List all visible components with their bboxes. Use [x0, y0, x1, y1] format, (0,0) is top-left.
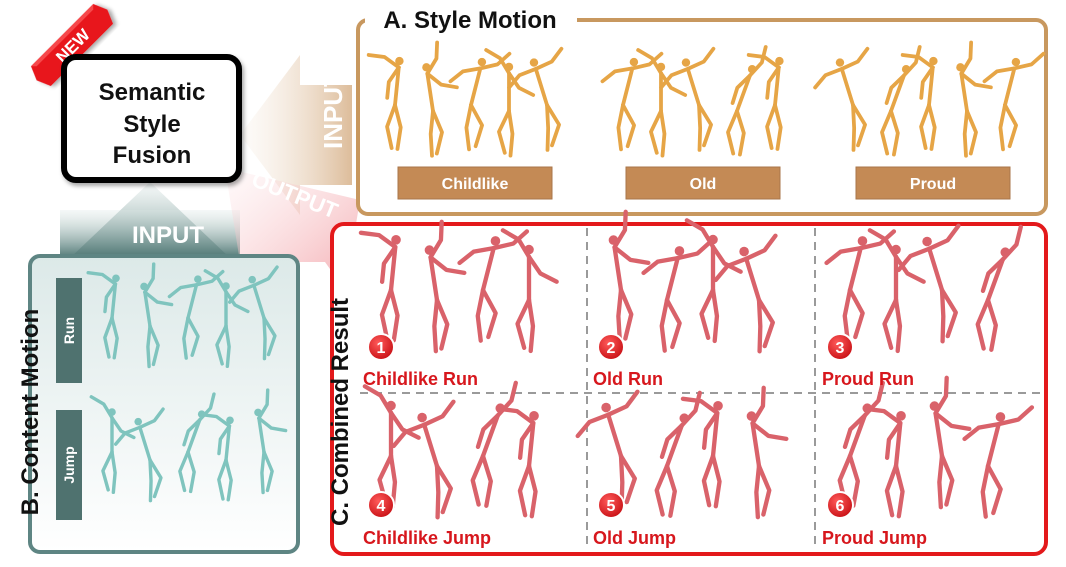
stick-figure	[484, 48, 536, 158]
stick-figure	[867, 228, 926, 354]
style-label: Childlike	[442, 176, 509, 193]
result-panel-title: C. Combined Result	[327, 298, 354, 526]
result-number-badge	[597, 333, 625, 361]
style-label-box	[397, 166, 553, 200]
style-panel-frame	[356, 18, 1048, 216]
stick-figure	[575, 389, 640, 510]
stick-figure	[203, 269, 250, 369]
stick-figure	[975, 224, 1023, 352]
result-label: Proud Run	[822, 369, 914, 389]
stick-figure	[824, 229, 897, 343]
style-label-box	[855, 166, 1011, 200]
result-number: 4	[377, 498, 386, 515]
stick-figure	[358, 230, 401, 343]
stick-figure	[746, 53, 784, 151]
style-label-box	[625, 166, 781, 200]
result-number: 1	[377, 340, 386, 357]
style-input-label: INPUT	[318, 71, 348, 149]
stick-figure	[956, 40, 993, 158]
stick-figure	[896, 223, 961, 344]
motion-label: Jump	[61, 446, 77, 483]
result-labels: 1 Childlike Run 2 Old Run 3 Proud Run 4 Childli…	[363, 333, 927, 548]
result-number-badge	[367, 333, 395, 361]
style-label: Old	[690, 176, 717, 193]
stick-figure	[507, 46, 564, 152]
stick-figure	[880, 45, 922, 157]
motion-label-box	[56, 410, 82, 520]
style-label: Proud	[910, 176, 956, 193]
stick-figure	[636, 48, 688, 158]
stick-figure	[422, 40, 459, 158]
stick-figure	[900, 53, 938, 151]
stick-figure	[140, 262, 174, 369]
result-label: Old Jump	[593, 528, 676, 548]
stick-figure	[178, 392, 216, 494]
stick-figure	[863, 406, 906, 519]
stick-figure	[641, 239, 714, 353]
result-label: Childlike Jump	[363, 528, 491, 548]
center-line3: Fusion	[113, 142, 192, 169]
stick-figure	[457, 229, 530, 343]
stick-figure	[89, 395, 136, 495]
style-panel-title: A. Style Motion	[383, 7, 556, 34]
stick-figure	[813, 46, 870, 152]
stick-figure	[600, 51, 664, 152]
result-label: Proud Jump	[822, 528, 927, 548]
semantic-style-fusion-box: Semantic Style Fusion	[61, 54, 242, 183]
stick-figure	[167, 269, 225, 360]
stick-figure	[713, 233, 778, 354]
stick-figure	[254, 388, 288, 495]
stick-figure	[391, 399, 456, 520]
result-number-badge	[597, 491, 625, 519]
stick-figure	[114, 407, 165, 503]
motion-label: Run	[61, 317, 77, 344]
content-input-label: INPUT	[132, 222, 204, 249]
stick-figure	[366, 53, 404, 151]
stick-figure	[228, 265, 279, 361]
content-input-arrow: INPUT	[60, 182, 240, 258]
stick-figure	[608, 209, 651, 344]
stick-figure	[746, 385, 789, 520]
stick-figure	[684, 218, 743, 344]
result-number-badge	[826, 333, 854, 361]
stick-figure	[982, 51, 1046, 152]
center-line1: Semantic	[99, 79, 206, 106]
result-label: Old Run	[593, 369, 663, 389]
stick-figure	[500, 228, 559, 354]
result-number-badge	[826, 491, 854, 519]
stick-figure	[929, 375, 972, 510]
result-number-badge	[367, 491, 395, 519]
stick-figure	[200, 413, 234, 502]
stick-figure	[448, 51, 512, 152]
style-labels: Childlike Old Proud	[397, 166, 1011, 200]
stick-figure	[680, 396, 723, 509]
motion-label-box	[56, 278, 82, 383]
style-input-arrow: INPUT	[240, 55, 352, 215]
content-panel-title: B. Content Motion	[17, 309, 44, 516]
stick-figure	[726, 45, 768, 157]
result-label: Childlike Run	[363, 369, 478, 389]
stick-figure	[496, 406, 539, 519]
stick-figure	[424, 219, 467, 354]
style-figures	[366, 40, 1046, 158]
stick-figure	[962, 405, 1035, 519]
result-number: 5	[607, 498, 616, 515]
stick-figure	[659, 46, 716, 152]
result-number: 2	[607, 340, 616, 357]
result-figures	[358, 209, 1035, 520]
content-labels: Run Jump	[56, 278, 82, 520]
result-number: 6	[836, 498, 845, 515]
center-line2: Style	[123, 111, 180, 138]
content-figures	[86, 262, 288, 503]
stick-figure	[86, 271, 120, 360]
result-number: 3	[836, 340, 845, 357]
